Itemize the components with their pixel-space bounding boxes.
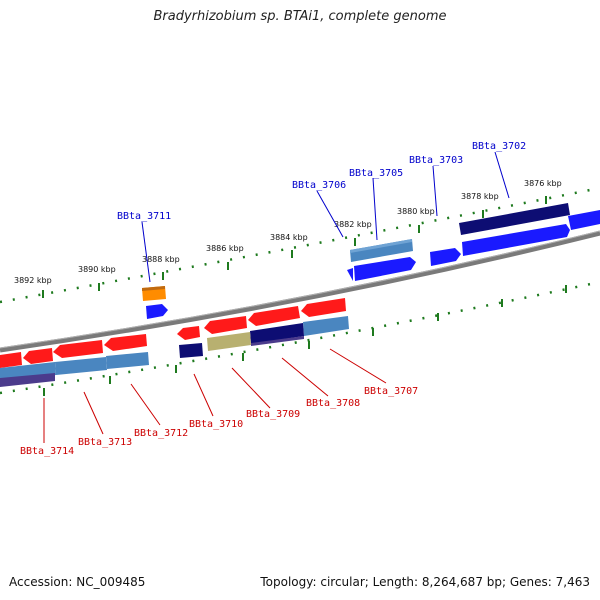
- gene-bar: [303, 316, 349, 336]
- gene-arrow: [177, 326, 200, 340]
- gene-label-forward[interactable]: BBta_3705: [349, 168, 403, 179]
- upper-major-ticks: [42, 196, 547, 298]
- gene-label-forward[interactable]: BBta_3703: [409, 155, 463, 166]
- gene-bar: [106, 352, 149, 369]
- gene-arrow: [347, 268, 353, 281]
- gene-arrow: [301, 298, 346, 317]
- gene-arrow: [248, 306, 300, 326]
- gene-bar: [350, 239, 413, 262]
- gene-arrow: [0, 352, 22, 368]
- lower-major-ticks: [43, 285, 567, 396]
- gene-arrow: [354, 257, 416, 281]
- gene-label-reverse[interactable]: BBta_3710: [189, 419, 243, 430]
- gene-label-reverse[interactable]: BBta_3714: [20, 446, 74, 457]
- accession-text: Accession: NC_009485: [9, 575, 146, 589]
- scale-label: 3890 kbp: [78, 265, 116, 274]
- scale-label: 3888 kbp: [142, 255, 180, 264]
- scale-label: 3882 kbp: [334, 220, 372, 229]
- genome-backbone: [0, 230, 600, 353]
- gene-bar: [0, 373, 55, 387]
- gene-bar: [251, 336, 304, 346]
- gene-bar: [568, 210, 600, 230]
- scale-label: 3884 kbp: [270, 233, 308, 242]
- scale-label: 3876 kbp: [524, 179, 562, 188]
- gene-arrow: [204, 316, 247, 334]
- gene-arrow: [462, 224, 570, 256]
- gene-arrow: [430, 248, 461, 266]
- scale-label: 3892 kbp: [14, 276, 52, 285]
- gene-bar: [459, 203, 570, 235]
- genome-summary-text: Topology: circular; Length: 8,264,687 bp…: [260, 575, 590, 589]
- gene-label-reverse[interactable]: BBta_3707: [364, 386, 418, 397]
- gene-label-reverse[interactable]: BBta_3713: [78, 437, 132, 448]
- genome-title: Bradyrhizobium sp. BTAi1, complete genom…: [153, 9, 447, 24]
- gene-bar: [179, 343, 203, 358]
- scale-label: 3880 kbp: [397, 207, 435, 216]
- gene-bar: [207, 332, 251, 351]
- gene-label-forward[interactable]: BBta_3711: [117, 211, 171, 222]
- forward-leaders: [141, 151, 510, 283]
- gene-label-forward[interactable]: BBta_3702: [472, 141, 526, 152]
- gene-label-forward[interactable]: BBta_3706: [292, 180, 346, 191]
- gene-label-reverse[interactable]: BBta_3708: [306, 398, 360, 409]
- gene-bar: [55, 357, 107, 375]
- gene-arrow: [23, 348, 53, 364]
- scale-label: 3878 kbp: [461, 192, 499, 201]
- gene-arrow: [53, 340, 103, 358]
- reverse-leaders: [43, 348, 387, 443]
- gene-label-reverse[interactable]: BBta_3712: [134, 428, 188, 439]
- gene-arrow: [146, 304, 168, 319]
- gene-bar: [250, 323, 304, 344]
- gene-arrow: [104, 334, 147, 351]
- gene-label-reverse[interactable]: BBta_3709: [246, 409, 300, 420]
- scale-label: 3886 kbp: [206, 244, 244, 253]
